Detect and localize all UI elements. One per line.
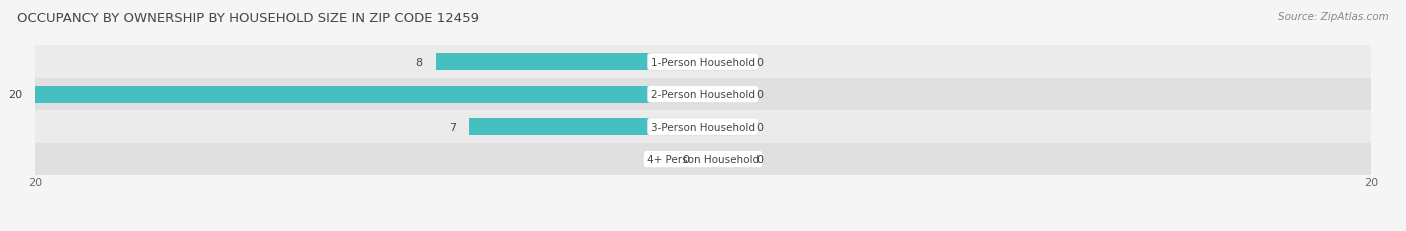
Bar: [703, 54, 742, 71]
Text: 3-Person Household: 3-Person Household: [651, 122, 755, 132]
Text: 0: 0: [683, 154, 689, 164]
Bar: [35, 111, 1371, 143]
Bar: [470, 119, 703, 135]
Text: 0: 0: [756, 154, 763, 164]
Text: 4+ Person Household: 4+ Person Household: [647, 154, 759, 164]
Text: 1-Person Household: 1-Person Household: [651, 57, 755, 67]
Text: 8: 8: [415, 57, 422, 67]
Text: 20: 20: [7, 90, 22, 100]
Text: 0: 0: [756, 57, 763, 67]
Text: 7: 7: [449, 122, 456, 132]
Bar: [35, 46, 1371, 79]
Bar: [703, 86, 742, 103]
Bar: [703, 119, 742, 135]
Text: 0: 0: [756, 122, 763, 132]
Bar: [703, 151, 742, 168]
Bar: [35, 86, 703, 103]
Text: 0: 0: [756, 90, 763, 100]
Text: OCCUPANCY BY OWNERSHIP BY HOUSEHOLD SIZE IN ZIP CODE 12459: OCCUPANCY BY OWNERSHIP BY HOUSEHOLD SIZE…: [17, 12, 479, 24]
Bar: [436, 54, 703, 71]
Bar: [35, 143, 1371, 176]
Bar: [35, 79, 1371, 111]
Text: Source: ZipAtlas.com: Source: ZipAtlas.com: [1278, 12, 1389, 21]
Text: 2-Person Household: 2-Person Household: [651, 90, 755, 100]
